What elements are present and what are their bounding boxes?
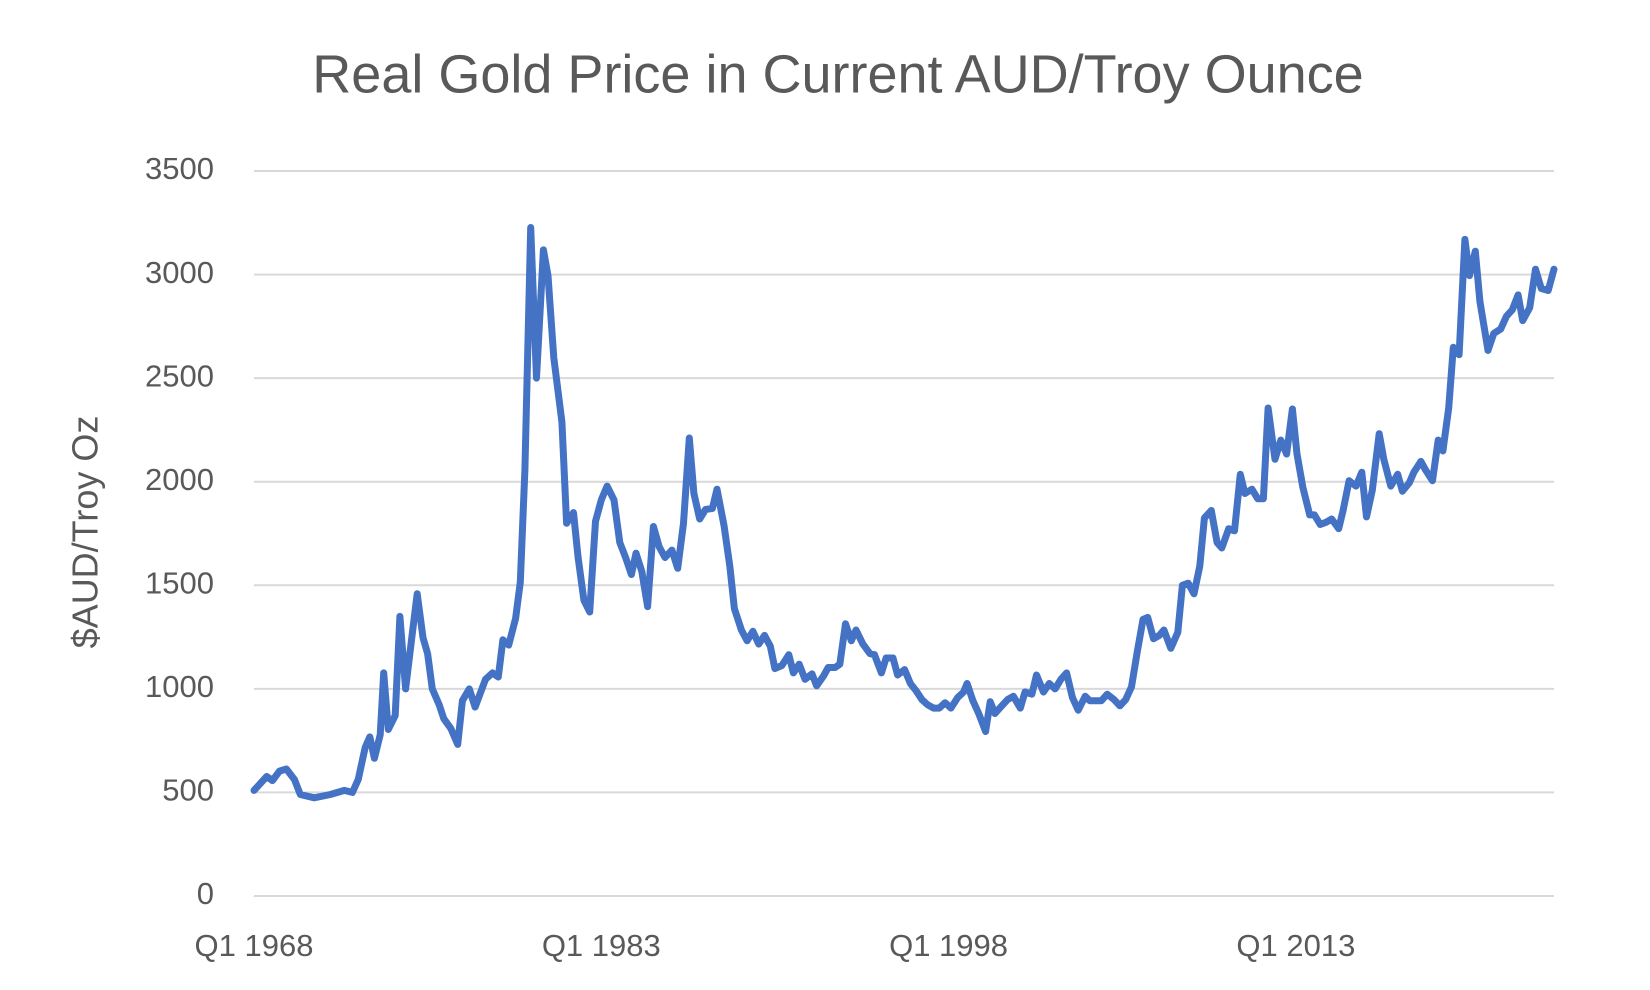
y-tick-label: 500 (162, 773, 214, 808)
y-tick-label: 3500 (145, 151, 214, 186)
x-tick-label: Q1 1983 (542, 928, 661, 963)
data-line (250, 224, 1558, 802)
y-tick-label: 2500 (145, 358, 214, 393)
y-tick-label: 0 (197, 876, 214, 911)
y-tick-label: 3000 (145, 255, 214, 290)
y-tick-label: 1000 (145, 669, 214, 704)
y-tick-label: 1500 (145, 565, 214, 600)
x-tick-label: Q1 1998 (889, 928, 1008, 963)
x-tick-label: Q1 2013 (1236, 928, 1355, 963)
y-tick-label: 2000 (145, 462, 214, 497)
x-tick-label: Q1 1968 (195, 928, 314, 963)
chart-title: Real Gold Price in Current AUD/Troy Ounc… (312, 44, 1363, 104)
y-axis-label: $AUD/Troy Oz (65, 416, 106, 649)
